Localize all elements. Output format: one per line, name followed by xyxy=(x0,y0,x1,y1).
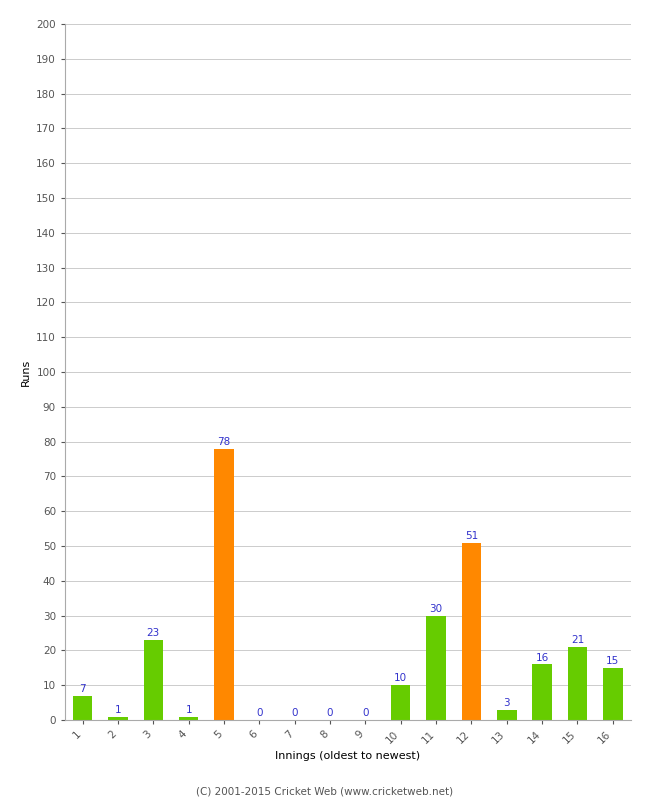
Y-axis label: Runs: Runs xyxy=(21,358,31,386)
Bar xyxy=(426,616,446,720)
Text: 51: 51 xyxy=(465,530,478,541)
Bar xyxy=(144,640,163,720)
Text: 1: 1 xyxy=(185,705,192,714)
Bar xyxy=(462,542,481,720)
Bar xyxy=(603,668,623,720)
Bar xyxy=(214,449,234,720)
Text: 0: 0 xyxy=(327,708,333,718)
Text: 7: 7 xyxy=(79,684,86,694)
Text: 10: 10 xyxy=(394,674,408,683)
Text: 30: 30 xyxy=(430,604,443,614)
Text: 0: 0 xyxy=(256,708,263,718)
Bar xyxy=(532,664,552,720)
Bar xyxy=(497,710,517,720)
Bar xyxy=(179,717,198,720)
X-axis label: Innings (oldest to newest): Innings (oldest to newest) xyxy=(275,751,421,761)
Bar xyxy=(391,685,411,720)
Text: 0: 0 xyxy=(291,708,298,718)
Text: 21: 21 xyxy=(571,635,584,645)
Text: 0: 0 xyxy=(362,708,369,718)
Bar xyxy=(567,647,587,720)
Text: 78: 78 xyxy=(217,437,231,447)
Text: 16: 16 xyxy=(536,653,549,662)
Text: 23: 23 xyxy=(147,628,160,638)
Text: 15: 15 xyxy=(606,656,619,666)
Bar xyxy=(109,717,128,720)
Text: 1: 1 xyxy=(114,705,122,714)
Text: (C) 2001-2015 Cricket Web (www.cricketweb.net): (C) 2001-2015 Cricket Web (www.cricketwe… xyxy=(196,786,454,796)
Text: 3: 3 xyxy=(504,698,510,708)
Bar xyxy=(73,696,92,720)
